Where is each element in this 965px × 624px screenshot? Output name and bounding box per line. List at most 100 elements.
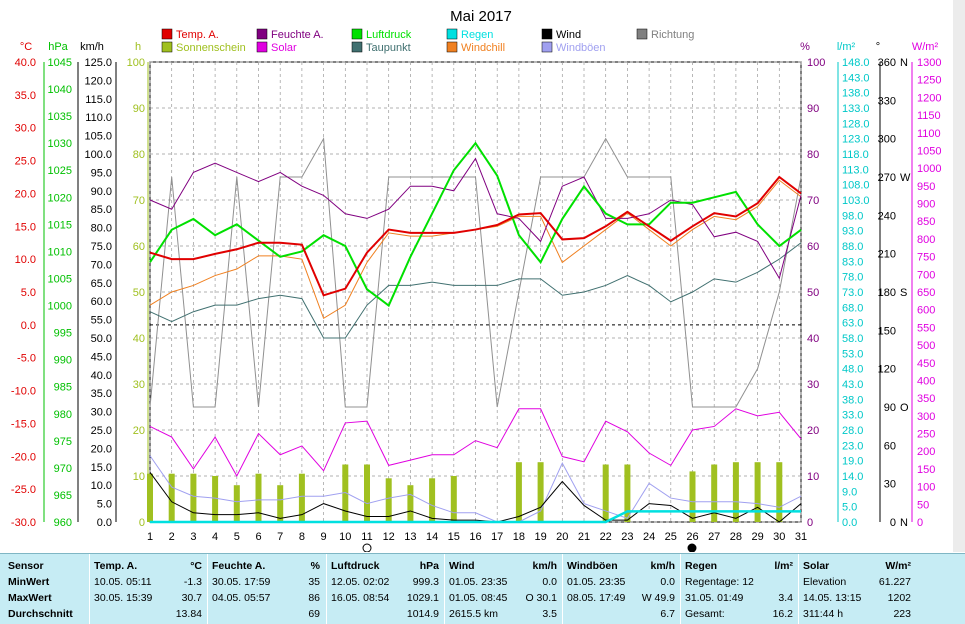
direction-tick: 240 bbox=[878, 210, 896, 222]
gust-line bbox=[149, 455, 802, 523]
pressure-tick: 985 bbox=[54, 382, 72, 394]
legend-label: Luftdruck bbox=[366, 29, 412, 41]
wind-tick: 20.0 bbox=[91, 443, 112, 455]
x-tick-label: 10 bbox=[339, 531, 351, 543]
direction-tick: 360 bbox=[878, 57, 896, 69]
summary-cell: km/h bbox=[532, 560, 557, 572]
summary-cell: 61.227 bbox=[878, 576, 911, 588]
x-tick-label: 31 bbox=[795, 531, 807, 543]
sun-tick: 90 bbox=[133, 103, 145, 115]
pressure-tick: 1040 bbox=[48, 84, 72, 96]
pressure-unit: hPa bbox=[48, 41, 68, 53]
pressure-tick: 960 bbox=[54, 517, 72, 529]
sunshine-bar bbox=[450, 476, 457, 522]
summary-cell: 1014.9 bbox=[406, 608, 439, 620]
solar-tick: 0 bbox=[917, 517, 923, 529]
pressure-tick: 1005 bbox=[48, 273, 72, 285]
summary-cell: 14.05. 13:15 bbox=[803, 592, 862, 604]
rain-tick: 78.0 bbox=[842, 272, 863, 284]
x-tick-label: 6 bbox=[255, 531, 261, 543]
wind-tick: 85.0 bbox=[91, 204, 112, 216]
wind-unit: km/h bbox=[80, 41, 104, 53]
x-tick-label: 19 bbox=[534, 531, 546, 543]
summary-cell: 3.4 bbox=[778, 592, 793, 604]
rain-tick: 138.0 bbox=[842, 88, 870, 100]
wind-tick: 45.0 bbox=[91, 351, 112, 363]
wind-tick: 25.0 bbox=[91, 425, 112, 437]
rain-tick: 143.0 bbox=[842, 72, 870, 84]
pressure-tick: 990 bbox=[54, 355, 72, 367]
sunshine-bar bbox=[407, 485, 414, 522]
x-tick-label: 9 bbox=[321, 531, 327, 543]
x-tick-label: 2 bbox=[169, 531, 175, 543]
wind-tick: 125.0 bbox=[84, 57, 112, 69]
moon-full-icon bbox=[362, 543, 372, 552]
pressure-tick: 1010 bbox=[48, 246, 72, 258]
legend-label: Temp. A. bbox=[176, 29, 219, 41]
rain-tick: 48.0 bbox=[842, 364, 863, 376]
summary-cell: 30.7 bbox=[181, 592, 202, 604]
summary-divider bbox=[89, 554, 90, 624]
humidity-tick: 60 bbox=[807, 241, 819, 253]
temp-tick: 10.0 bbox=[15, 254, 36, 266]
legend-swatch bbox=[256, 41, 268, 53]
wind-tick: 60.0 bbox=[91, 296, 112, 308]
summary-cell: 01.05. 08:45 bbox=[449, 592, 508, 604]
chart-title: Mai 2017 bbox=[450, 8, 512, 25]
wind-tick: 55.0 bbox=[91, 315, 112, 327]
humidity-line bbox=[149, 157, 802, 280]
rain-tick: 123.0 bbox=[842, 134, 870, 146]
wind-tick: 90.0 bbox=[91, 186, 112, 198]
summary-cell: 3.5 bbox=[542, 608, 557, 620]
direction-tick: 270 bbox=[878, 172, 896, 184]
legend-label: Richtung bbox=[651, 29, 694, 41]
temp-tick: 20.0 bbox=[15, 188, 36, 200]
temperature-line bbox=[149, 175, 802, 297]
solar-tick: 1200 bbox=[917, 92, 941, 104]
pressure-tick: 1030 bbox=[48, 138, 72, 150]
summary-divider bbox=[798, 554, 799, 624]
solar-tick: 400 bbox=[917, 375, 935, 387]
temp-tick: -30.0 bbox=[11, 517, 36, 529]
solar-tick: 1250 bbox=[917, 75, 941, 87]
summary-divider bbox=[680, 554, 681, 624]
direction-tick: 30 bbox=[884, 479, 896, 491]
summary-cell: Solar bbox=[803, 560, 830, 572]
wind-tick: 110.0 bbox=[85, 112, 112, 124]
summary-cell: km/h bbox=[650, 560, 675, 572]
wind-tick: 115.0 bbox=[85, 94, 112, 106]
x-tick-label: 25 bbox=[665, 531, 677, 543]
x-tick-label: 28 bbox=[730, 531, 742, 543]
summary-cell: Feuchte A. bbox=[212, 560, 266, 572]
summary-cell: 13.84 bbox=[175, 608, 202, 620]
summary-cell: W 49.9 bbox=[641, 592, 675, 604]
rain-tick: 68.0 bbox=[842, 302, 863, 314]
sunshine-bar bbox=[776, 462, 783, 522]
sunshine-bar bbox=[342, 464, 349, 522]
wind-tick: 30.0 bbox=[91, 407, 112, 419]
x-tick-label: 12 bbox=[383, 531, 395, 543]
direction-tick: 180 bbox=[878, 287, 896, 299]
solar-tick: 50 bbox=[917, 499, 929, 511]
summary-cell: 01.05. 23:35 bbox=[449, 576, 508, 588]
wind-tick: 100.0 bbox=[84, 149, 112, 161]
summary-cell: Luftdruck bbox=[331, 560, 380, 572]
axes: °C hPa km/h h% l/m² ° W/m² 40.0 35.0 30.0 25.0 20.0… bbox=[11, 41, 942, 529]
legend-swatch bbox=[351, 41, 363, 53]
summary-cell: Wind bbox=[449, 560, 475, 572]
wind-tick: 80.0 bbox=[91, 223, 112, 235]
direction-tick: 300 bbox=[878, 134, 896, 146]
summary-cell: 35 bbox=[308, 576, 320, 588]
summary-cell: 1029.1 bbox=[406, 592, 439, 604]
rain-tick: 118.0 bbox=[842, 149, 869, 161]
temp-tick: 30.0 bbox=[15, 123, 36, 135]
pressure-tick: 970 bbox=[54, 463, 72, 475]
temp-tick: 40.0 bbox=[15, 57, 36, 69]
rain-tick: 28.0 bbox=[842, 425, 863, 437]
summary-cell: 30.05. 17:59 bbox=[212, 576, 271, 588]
solar-line bbox=[149, 408, 802, 478]
summary-divider bbox=[562, 554, 563, 624]
summary-cell: Regentage: 12 bbox=[685, 576, 754, 588]
legend-swatch bbox=[636, 28, 648, 40]
solar-tick: 250 bbox=[917, 429, 935, 441]
